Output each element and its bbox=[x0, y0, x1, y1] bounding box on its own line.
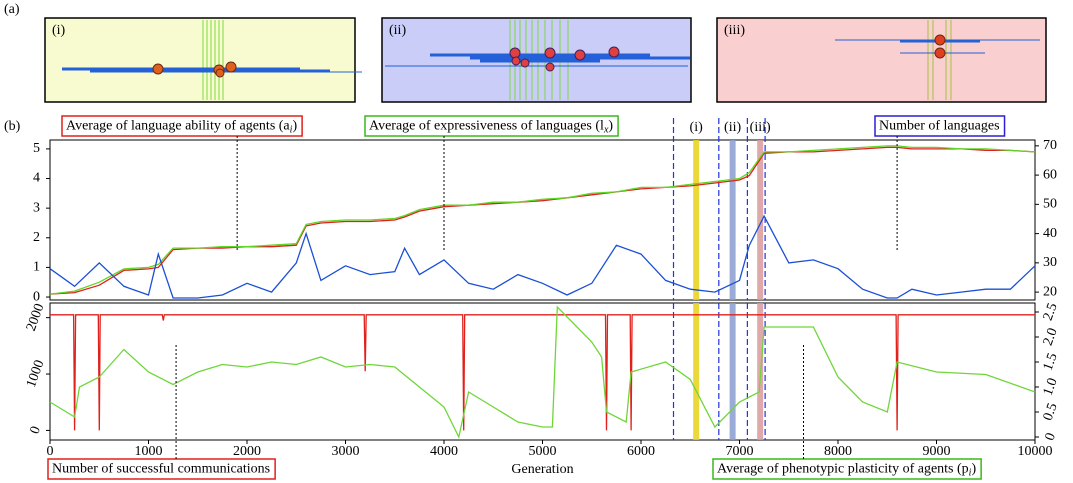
subpanel: (ii) bbox=[381, 17, 692, 103]
annotation-tail: ) bbox=[608, 119, 613, 134]
y2-tick-label: 20 bbox=[1043, 284, 1057, 299]
panel-label: (a) bbox=[4, 2, 20, 17]
annotation-tail: ) bbox=[971, 462, 976, 477]
annotation-sub: x bbox=[603, 125, 609, 136]
highlight-band bbox=[693, 140, 700, 300]
x-tick-label: 8000 bbox=[824, 444, 852, 459]
x-tick-label: 3000 bbox=[332, 444, 360, 459]
annotation-text: Average of phenotypic plasticity of agen… bbox=[717, 462, 976, 479]
x-tick-label: 6000 bbox=[627, 444, 655, 459]
highlight-band bbox=[729, 303, 736, 440]
highlight-label: (ii) bbox=[724, 120, 741, 135]
annotation-sub: i bbox=[290, 125, 293, 136]
y2-tick-label: 0 bbox=[1042, 431, 1058, 443]
annotation: Average of expressiveness of languages (… bbox=[364, 115, 619, 137]
y2-tick-label: 1.5 bbox=[1041, 351, 1061, 373]
annotation-box bbox=[47, 458, 276, 480]
annotation-main: Average of phenotypic plasticity of agen… bbox=[717, 462, 969, 477]
annotation: Average of language ability of agents (a… bbox=[61, 115, 303, 137]
annotation-box bbox=[364, 115, 619, 137]
series-line bbox=[49, 146, 1036, 295]
y2-tick-label: 70 bbox=[1043, 138, 1057, 153]
annotation-box bbox=[61, 115, 303, 137]
annotation: Number of successful communications bbox=[47, 458, 276, 480]
annotation-main: Average of language ability of agents (a bbox=[66, 119, 290, 134]
y2-tick-label: 0.5 bbox=[1041, 401, 1061, 423]
y-tick-label: 4 bbox=[33, 171, 40, 186]
x-tick-label: 7000 bbox=[726, 444, 754, 459]
highlight-band bbox=[729, 140, 736, 300]
series-line bbox=[50, 314, 1035, 431]
y-tick-label: 1000 bbox=[24, 358, 48, 389]
highlight-band bbox=[693, 303, 700, 440]
y-tick-label: 0 bbox=[27, 424, 43, 436]
annotation-main: Average of expressiveness of languages (… bbox=[369, 119, 604, 134]
y2-tick-label: 50 bbox=[1043, 197, 1057, 212]
x-tick-label: 1000 bbox=[135, 444, 163, 459]
y-tick-label: 2000 bbox=[24, 302, 48, 333]
annotation: Number of languages bbox=[874, 115, 1006, 137]
annotation-text: Number of languages bbox=[879, 119, 1000, 134]
annotation-box bbox=[874, 115, 1006, 137]
highlight-band bbox=[757, 140, 764, 300]
annotation-main: Number of languages bbox=[879, 119, 1000, 134]
subpanel-label: (iii) bbox=[724, 23, 745, 38]
x-tick-label: 5000 bbox=[529, 444, 557, 459]
annotation-main: Number of successful communications bbox=[52, 462, 270, 477]
series-line bbox=[49, 305, 1036, 439]
x-tick-label: 9000 bbox=[923, 444, 951, 459]
x-tick-label: 10000 bbox=[1018, 444, 1053, 459]
panel-label: (b) bbox=[4, 119, 21, 134]
y2-tick-label: 1.0 bbox=[1041, 376, 1061, 398]
annotation: Average of phenotypic plasticity of agen… bbox=[712, 458, 982, 480]
y2-tick-label: 2.5 bbox=[1041, 301, 1061, 323]
plot-frame bbox=[49, 139, 1036, 301]
x-axis-title: Generation bbox=[511, 462, 573, 477]
x-tick-label: 2000 bbox=[233, 444, 261, 459]
annotation-text: Average of language ability of agents (a… bbox=[66, 119, 297, 136]
highlight-label: (iii) bbox=[750, 120, 771, 135]
y-tick-label: 3 bbox=[33, 200, 40, 215]
highlight-label: (i) bbox=[690, 120, 704, 135]
y2-tick-label: 30 bbox=[1043, 255, 1057, 270]
subpanel-label: (ii) bbox=[389, 23, 406, 38]
series-line bbox=[49, 214, 1036, 299]
x-tick-label: 0 bbox=[47, 444, 54, 459]
y2-tick-label: 40 bbox=[1043, 226, 1057, 241]
y-tick-label: 2 bbox=[33, 230, 40, 245]
y-tick-label: 0 bbox=[33, 289, 40, 304]
subpanel-label: (i) bbox=[52, 23, 66, 38]
y-tick-label: 1 bbox=[33, 260, 40, 275]
annotation-text: Number of successful communications bbox=[52, 462, 270, 477]
subpanel: (iii) bbox=[716, 17, 1047, 103]
annotation-box bbox=[712, 458, 982, 480]
series-line bbox=[49, 145, 1036, 295]
annotation-text: Average of expressiveness of languages (… bbox=[369, 119, 613, 136]
annotation-tail: ) bbox=[292, 119, 297, 134]
subpanel: (i) bbox=[44, 17, 362, 103]
y2-tick-label: 60 bbox=[1043, 167, 1057, 182]
annotation-sub: i bbox=[969, 468, 972, 479]
y2-tick-label: 2.0 bbox=[1041, 326, 1061, 348]
x-tick-label: 4000 bbox=[430, 444, 458, 459]
y-tick-label: 5 bbox=[33, 141, 40, 156]
